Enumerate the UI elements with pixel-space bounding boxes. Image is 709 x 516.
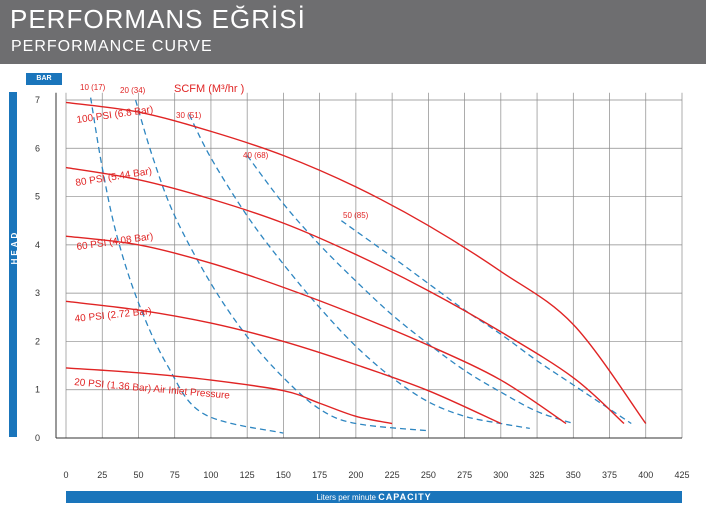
- y-tick-label: 7: [35, 95, 40, 105]
- x-tick-label: 300: [493, 470, 508, 480]
- air-curve-line: [89, 97, 284, 434]
- x-tick-label: 225: [385, 470, 400, 480]
- y-tick-label: 1: [35, 385, 40, 395]
- pressure-curve-label: 60 PSI (4.08 Bar): [76, 231, 154, 253]
- x-tick-label: 375: [602, 470, 617, 480]
- air-curve-line: [134, 99, 429, 432]
- y-unit-badge: BAR: [26, 73, 62, 85]
- page-title: PERFORMANS EĞRİSİ: [10, 4, 306, 34]
- air-curve-label: 20 (34): [120, 86, 146, 95]
- y-axis-bar: [9, 92, 17, 437]
- x-tick-label: 325: [530, 470, 545, 480]
- pressure-curve-line: [65, 300, 502, 425]
- x-tick-label: 175: [312, 470, 327, 480]
- x-tick-label: 275: [457, 470, 472, 480]
- y-tick-label: 6: [35, 143, 40, 153]
- air-consumption-title: SCFM (M³/hr ): [174, 83, 244, 95]
- x-tick-label: 125: [240, 470, 255, 480]
- pressure-curve-label: 80 PSI (5.44 Bar): [75, 166, 153, 189]
- x-tick-label: 50: [133, 470, 143, 480]
- pressure-curve-label: 20 PSI (1.36 Bar) Air Inlet Pressure: [74, 377, 231, 402]
- x-tick-label: 100: [203, 470, 218, 480]
- pressure-curve-line: [65, 166, 625, 425]
- y-tick-label: 2: [35, 336, 40, 346]
- pressure-curve-label: 40 PSI (2.72 Bar): [74, 306, 152, 325]
- x-tick-label: 150: [276, 470, 291, 480]
- page-subtitle: PERFORMANCE CURVE: [11, 38, 213, 55]
- header-banner: PERFORMANS EĞRİSİ PERFORMANCE CURVE: [0, 0, 706, 64]
- air-curve-label: 40 (68): [243, 151, 269, 160]
- x-tick-label: 25: [97, 470, 107, 480]
- air-curve-label: 30 (51): [176, 111, 202, 120]
- y-tick-label: 0: [35, 433, 40, 443]
- x-tick-label: 400: [638, 470, 653, 480]
- air-curve-label: 10 (17): [80, 83, 106, 92]
- air-curve-label: 50 (85): [343, 211, 369, 220]
- y-tick-label: 3: [35, 288, 40, 298]
- y-tick-label: 4: [35, 240, 40, 250]
- x-axis-label-main: CAPACITY: [378, 492, 432, 502]
- x-tick-label: 350: [566, 470, 581, 480]
- x-tick-label: 425: [674, 470, 689, 480]
- x-axis-bar: Liters per minute CAPACITY: [66, 491, 682, 503]
- x-tick-label: 75: [170, 470, 180, 480]
- air-curve-line: [341, 220, 632, 425]
- air-curve-line: [188, 114, 530, 429]
- x-tick-label: 200: [348, 470, 363, 480]
- pressure-curve-line: [65, 235, 567, 425]
- pressure-curve-line: [65, 101, 647, 424]
- pressure-curve-line: [65, 367, 393, 425]
- air-curve-line: [246, 155, 574, 425]
- y-tick-label: 5: [35, 192, 40, 202]
- x-tick-label: 250: [421, 470, 436, 480]
- x-axis-label-prefix: Liters per minute: [316, 493, 376, 502]
- x-tick-label: 0: [63, 470, 68, 480]
